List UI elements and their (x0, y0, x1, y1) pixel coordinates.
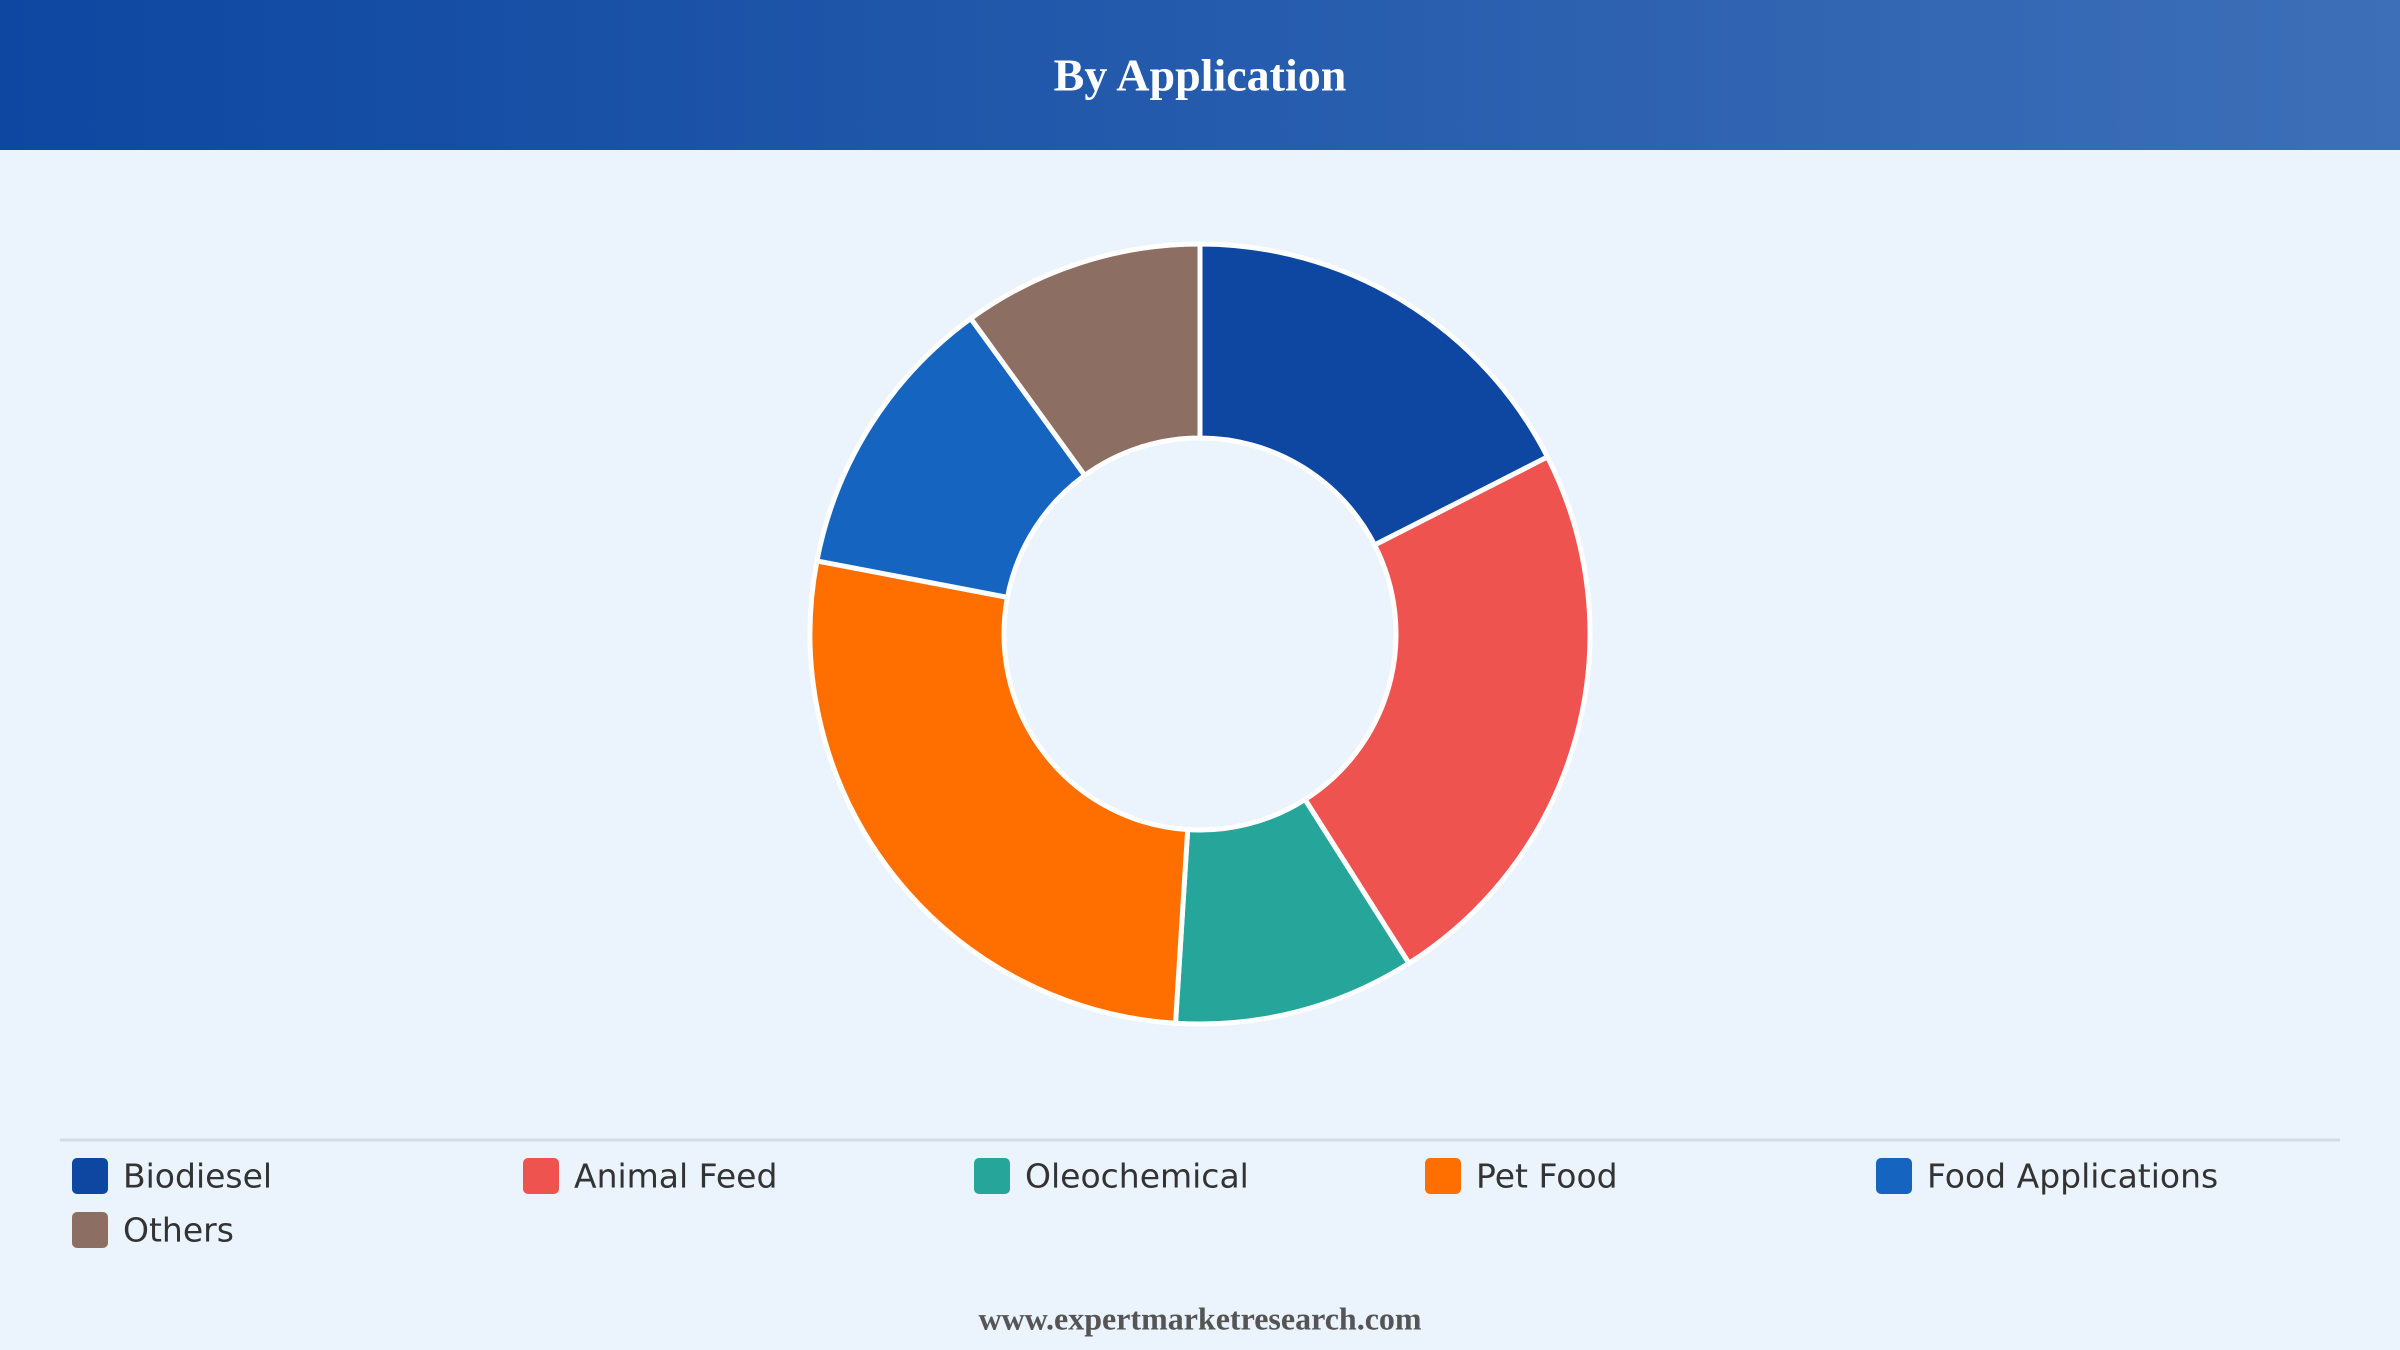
slice (1301, 453, 1593, 967)
legend-label: Animal Feed (574, 1157, 777, 1196)
legend-label: Pet Food (1476, 1157, 1618, 1196)
legend-swatch (72, 1212, 108, 1248)
legend-label: Food Applications (1927, 1157, 2218, 1196)
legend-swatch (1425, 1158, 1461, 1194)
slice (813, 314, 1089, 601)
legend-swatch (974, 1158, 1010, 1194)
legend-label: Oleochemical (1025, 1157, 1249, 1196)
slice (967, 241, 1203, 479)
legend-label: Biodiesel (123, 1157, 272, 1196)
footer: www.expertmarketresearch.com (978, 1300, 1421, 1336)
legend-swatch (523, 1158, 559, 1194)
slice (807, 557, 1191, 1026)
legend-label: Others (123, 1211, 234, 1250)
slice (1197, 241, 1551, 549)
chart-title: By Application (1054, 50, 1347, 101)
legend-swatch (72, 1158, 108, 1194)
legend-swatch (1876, 1158, 1912, 1194)
header-bar (0, 0, 2400, 150)
